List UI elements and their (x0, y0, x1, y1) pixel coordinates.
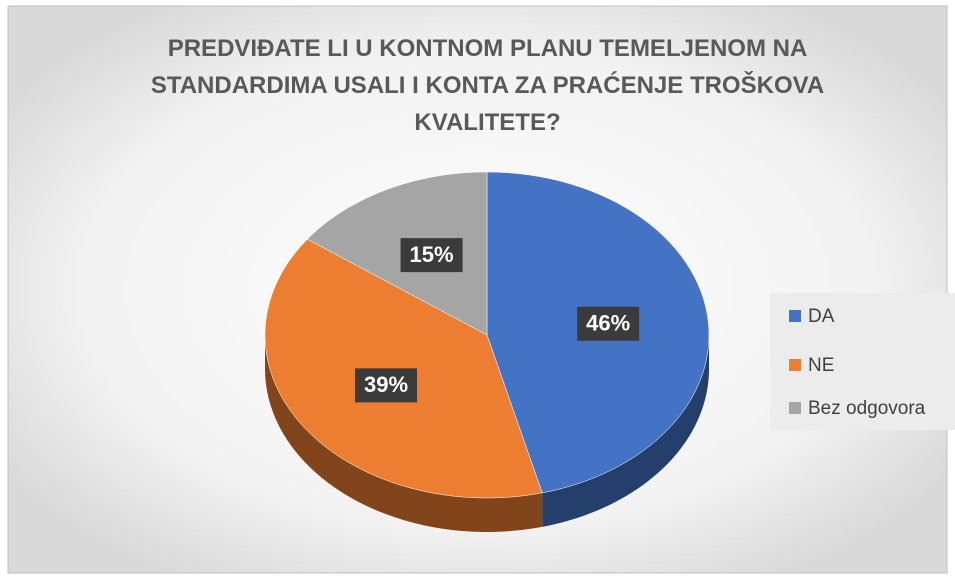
data-label: 15% (410, 242, 454, 267)
legend-label: DA (808, 306, 835, 327)
slice-side (265, 335, 543, 532)
legend-label: NE (808, 355, 834, 376)
legend-swatch (789, 359, 801, 371)
legend-label: Bez odgovora (808, 398, 926, 419)
legend-swatch (789, 402, 801, 414)
data-label-box (400, 238, 463, 273)
data-label-box (355, 368, 418, 403)
chart-title: PREDVIĐATE LI U KONTNOM PLANU TEMELJENOM… (150, 35, 825, 136)
data-label-box (577, 306, 640, 341)
data-label: 46% (586, 311, 630, 336)
data-label: 39% (364, 372, 408, 397)
legend-swatch (789, 310, 801, 322)
slice-side (542, 335, 709, 527)
slice (306, 171, 488, 336)
